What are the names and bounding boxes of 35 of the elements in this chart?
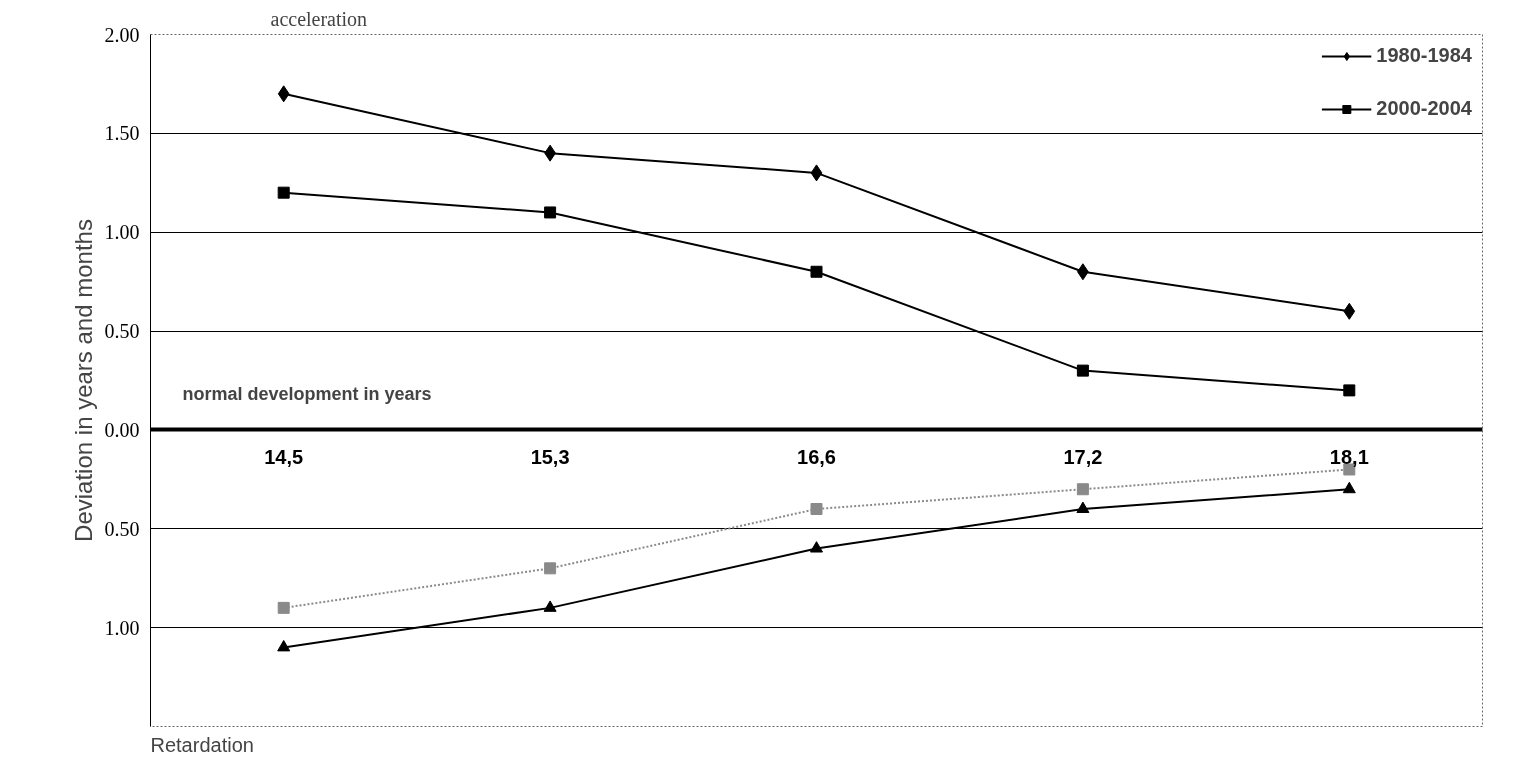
point bbox=[1342, 481, 1356, 494]
y-tick-label: 0.50 bbox=[104, 320, 140, 343]
y-tick-label: 0.50 bbox=[104, 517, 140, 540]
point bbox=[277, 186, 290, 199]
text: Retardation bbox=[150, 733, 254, 756]
y-tick-label: 1.00 bbox=[104, 221, 140, 244]
y-axis-title: Deviation in years and months bbox=[69, 219, 97, 542]
x-tick-label: 15,3 bbox=[530, 445, 570, 468]
text: acceleration bbox=[270, 7, 368, 30]
point bbox=[1343, 302, 1356, 320]
y-tick-label: 1.00 bbox=[104, 616, 140, 639]
point bbox=[810, 503, 823, 516]
x-tick-label: 17,2 bbox=[1063, 445, 1103, 468]
x-tick-label: 14,5 bbox=[264, 445, 304, 468]
point bbox=[1076, 501, 1090, 513]
point bbox=[810, 541, 823, 553]
legend-label: 1980-1984 bbox=[1376, 44, 1472, 67]
point bbox=[544, 562, 557, 575]
point bbox=[277, 639, 291, 652]
point bbox=[810, 164, 823, 182]
point bbox=[277, 85, 290, 103]
y-tick-label: 1.50 bbox=[104, 122, 140, 145]
y-tick-label: 2.00 bbox=[104, 23, 140, 46]
x-tick-label: 16,6 bbox=[797, 445, 836, 468]
y-tick-label: 0.00 bbox=[104, 418, 140, 441]
point bbox=[1076, 364, 1089, 377]
x-tick-label: 18,1 bbox=[1329, 445, 1369, 468]
point bbox=[543, 600, 557, 612]
point bbox=[1343, 384, 1356, 397]
point bbox=[1076, 483, 1089, 496]
annotation: normal development in years bbox=[182, 384, 432, 405]
point bbox=[277, 601, 290, 614]
point bbox=[810, 265, 823, 278]
point bbox=[544, 206, 557, 219]
legend-label: 2000-2004 bbox=[1376, 97, 1472, 120]
